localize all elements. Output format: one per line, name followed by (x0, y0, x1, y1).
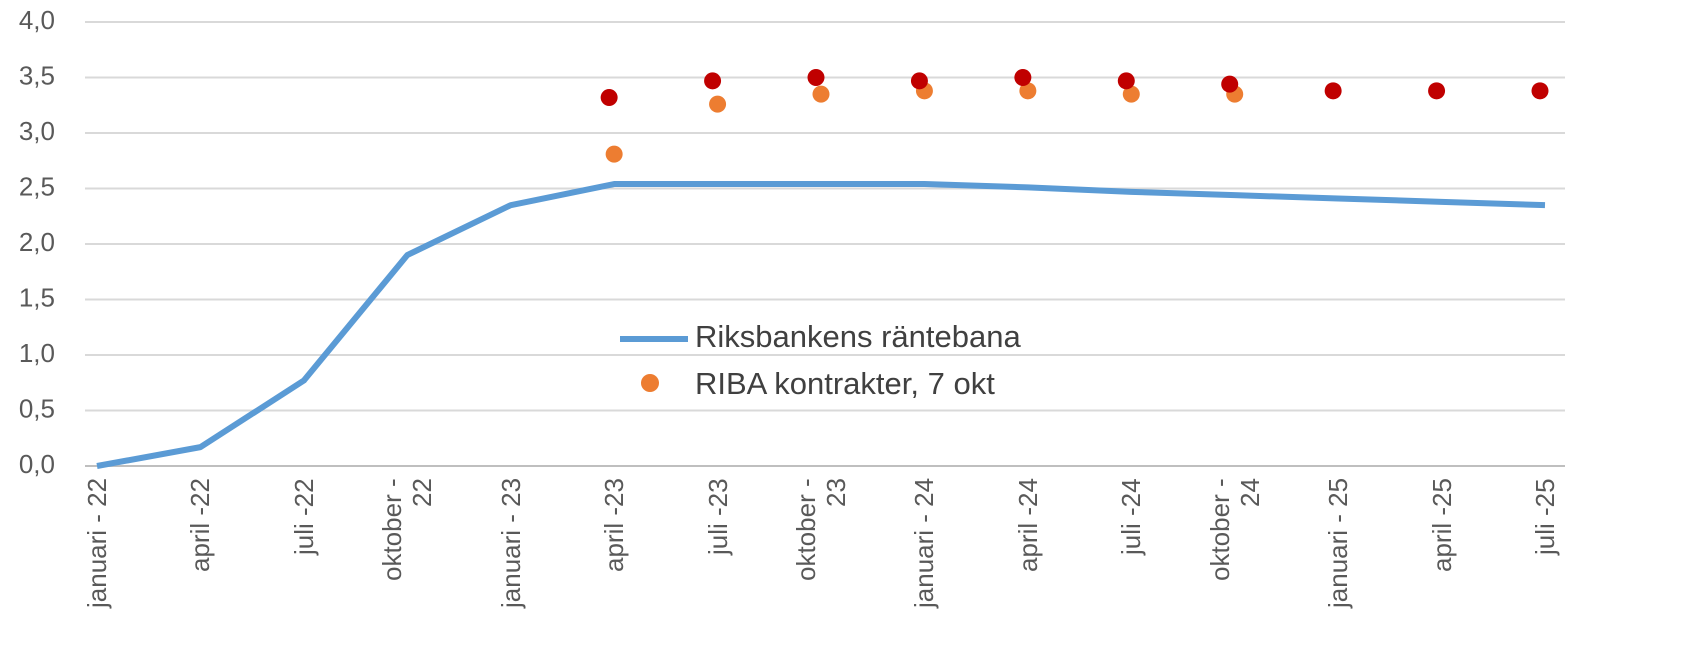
legend-label: Riksbankens räntebana (695, 319, 1021, 354)
x-tick-label: januari - 23 (495, 478, 526, 609)
dot (1122, 85, 1140, 103)
x-tick-label: april -23 (599, 478, 630, 572)
x-tick-label: april -25 (1426, 478, 1457, 572)
dot (1014, 69, 1032, 86)
y-tick-label: 1,0 (19, 338, 55, 368)
y-tick-label: 1,5 (19, 282, 55, 312)
y-tick-label: 3,5 (19, 60, 55, 90)
y-tick-label: 3,0 (19, 116, 55, 146)
dot (1324, 82, 1342, 100)
dot (1221, 75, 1239, 93)
x-tick-label: april -24 (1012, 478, 1043, 572)
y-tick-label: 2,0 (19, 227, 55, 257)
dot (1117, 72, 1135, 90)
x-tick-label: januari - 22 (82, 478, 112, 609)
dot (807, 69, 825, 86)
x-tick-label: juli -23 (702, 478, 733, 555)
line (96, 181, 1546, 469)
dot (605, 145, 623, 163)
x-tick-label: oktober - 22 (377, 478, 438, 581)
y-tick-label: 4,0 (19, 5, 55, 35)
x-tick-label: april -22 (185, 478, 216, 572)
x-tick-label: oktober - 23 (791, 478, 851, 581)
legend-dot (641, 374, 659, 392)
x-tick-label: juli -25 (1530, 478, 1560, 555)
x-tick-label: juli -24 (1116, 478, 1147, 555)
dot (812, 85, 830, 103)
y-tick-label: 0,5 (19, 393, 55, 423)
dot (910, 72, 928, 90)
dot (600, 88, 618, 106)
x-tick-label: januari - 25 (1323, 478, 1354, 609)
dot (1019, 82, 1037, 100)
x-tick-label: oktober - 24 (1204, 478, 1265, 581)
y-tick-label: 0,0 (19, 449, 55, 479)
x-tick-label: januari - 24 (909, 478, 940, 609)
dot (704, 72, 722, 90)
legend-label: RIBA kontrakter, 7 okt (695, 366, 995, 401)
y-tick-label: 2,5 (19, 171, 55, 201)
x-tick-label: juli -22 (288, 478, 319, 555)
dot (709, 95, 727, 113)
dot (1531, 82, 1549, 100)
dot (1428, 82, 1446, 100)
